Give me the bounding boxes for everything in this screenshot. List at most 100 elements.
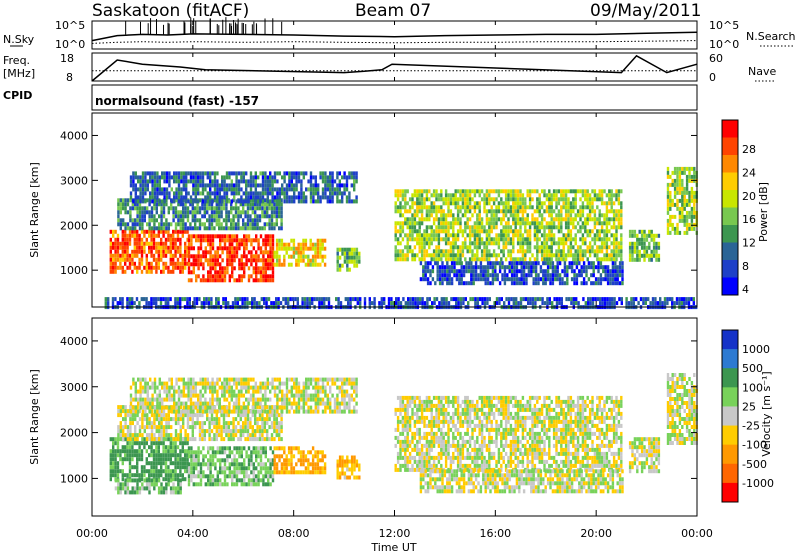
- heat-cell: [158, 175, 161, 180]
- heat-cell: [435, 257, 438, 262]
- heat-cell: [430, 241, 433, 246]
- heat-cell: [250, 238, 253, 243]
- heat-cell: [621, 265, 624, 270]
- heat-cell: [459, 301, 463, 306]
- heat-cell: [197, 191, 200, 196]
- heat-cell: [555, 197, 558, 202]
- heat-cell: [128, 441, 132, 446]
- heat-cell: [187, 234, 191, 239]
- heat-cell: [444, 225, 448, 230]
- heat-cell: [156, 183, 159, 188]
- heat-cell: [424, 261, 427, 266]
- heat-cell: [588, 253, 592, 258]
- heat-cell: [550, 209, 553, 214]
- heat-cell: [597, 269, 600, 274]
- heat-cell: [134, 191, 137, 196]
- heat-cell: [587, 261, 591, 266]
- heat-cell: [538, 229, 541, 234]
- heat-cell: [502, 205, 505, 210]
- heat-cell: [145, 441, 148, 446]
- heat-cell: [204, 246, 207, 251]
- heat-cell: [588, 229, 592, 234]
- heat-cell: [213, 179, 217, 184]
- heat-cell: [631, 229, 634, 234]
- heat-cell: [287, 254, 291, 259]
- heat-cell: [633, 229, 637, 234]
- heat-cell: [209, 191, 212, 196]
- heat-cell: [655, 233, 658, 238]
- heat-cell: [136, 461, 139, 466]
- heat-cell: [337, 297, 340, 302]
- heat-cell: [355, 255, 359, 260]
- heat-cell: [177, 218, 180, 223]
- heat-cell: [158, 179, 161, 184]
- heat-cell: [174, 301, 177, 306]
- heat-cell: [211, 446, 215, 451]
- heat-cell: [480, 217, 484, 222]
- heat-cell: [638, 253, 641, 258]
- heat-cell: [311, 242, 315, 247]
- heat-cell: [295, 179, 298, 184]
- heat-cell: [428, 217, 431, 222]
- heat-cell: [176, 237, 180, 242]
- heat-cell: [280, 222, 283, 227]
- heat-cell: [616, 277, 619, 282]
- heat-cell: [128, 261, 132, 266]
- heat-cell: [221, 482, 224, 487]
- heat-cell: [172, 265, 175, 270]
- heat-cell: [488, 209, 491, 214]
- heat-cell: [149, 179, 152, 184]
- heat-cell: [285, 458, 288, 463]
- heat-cell: [216, 270, 219, 275]
- heat-cell: [448, 277, 451, 282]
- heat-cell: [152, 461, 156, 466]
- heat-cell: [157, 473, 160, 478]
- heat-cell: [545, 249, 549, 254]
- heat-cell: [195, 458, 198, 463]
- heat-cell: [164, 477, 168, 482]
- heat-cell: [502, 201, 505, 206]
- heat-cell: [471, 225, 474, 230]
- heat-cell: [551, 281, 555, 286]
- heat-cell: [586, 205, 589, 210]
- heat-cell: [671, 202, 674, 207]
- heat-cell: [500, 297, 503, 302]
- heat-cell: [413, 237, 417, 242]
- heat-cell: [162, 469, 165, 474]
- heat-cell: [124, 453, 127, 458]
- heat-cell: [221, 199, 224, 204]
- heat-cell: [425, 205, 429, 210]
- heat-cell: [688, 170, 691, 175]
- heat-cell: [262, 242, 265, 247]
- heat-cell: [235, 254, 239, 259]
- heat-cell: [297, 246, 300, 251]
- heat-cell: [169, 453, 172, 458]
- heat-cell: [497, 189, 501, 194]
- heat-cell: [468, 197, 472, 202]
- heat-cell: [237, 179, 241, 184]
- heat-cell: [572, 221, 575, 226]
- heat-cell: [479, 265, 483, 270]
- heat-cell: [250, 470, 253, 475]
- heat-cell: [202, 278, 205, 283]
- heat-cell: [172, 257, 175, 262]
- heat-cell: [450, 261, 454, 266]
- heat-cell: [299, 246, 303, 251]
- heat-cell: [494, 265, 497, 270]
- heat-cell: [455, 297, 458, 302]
- heat-cell: [573, 281, 576, 286]
- heat-cell: [225, 214, 228, 219]
- heat-cell: [218, 218, 221, 223]
- heat-cell: [608, 245, 611, 250]
- heat-cell: [669, 206, 672, 211]
- heat-cell: [305, 171, 308, 176]
- heat-cell: [269, 179, 272, 184]
- heat-cell: [114, 257, 117, 262]
- heat-cell: [181, 457, 184, 462]
- heat-cell: [147, 301, 151, 306]
- heat-cell: [420, 205, 424, 210]
- heat-cell: [238, 278, 241, 283]
- heat-cell: [172, 261, 175, 266]
- heat-cell: [184, 457, 187, 462]
- heat-cell: [490, 225, 493, 230]
